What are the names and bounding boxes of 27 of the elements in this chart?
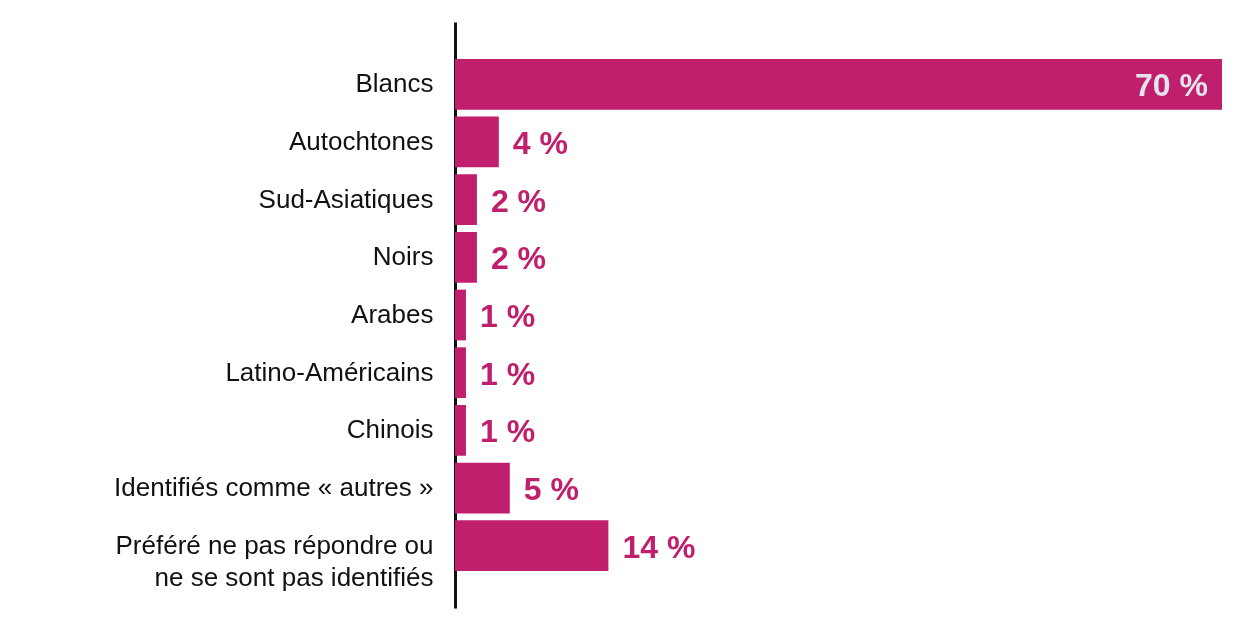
data-label: 2 % xyxy=(490,182,547,219)
bar xyxy=(455,289,466,341)
y-tick-label: Noirs xyxy=(372,241,434,272)
bar xyxy=(455,520,609,572)
bar xyxy=(455,347,466,399)
bar xyxy=(455,462,510,514)
bar xyxy=(455,231,477,283)
data-label: 1 % xyxy=(479,413,536,450)
y-tick-label: Chinois xyxy=(346,414,434,445)
data-label: 4 % xyxy=(512,124,568,161)
data-label: 1 % xyxy=(479,298,536,334)
bar xyxy=(455,116,499,168)
bar xyxy=(455,174,477,226)
bar xyxy=(455,404,466,456)
y-tick-label: Identifiés comme « autres » xyxy=(114,472,434,503)
y-tick-label: Autochtones xyxy=(288,125,434,156)
data-label: 14 % xyxy=(622,528,696,565)
bar xyxy=(455,58,1222,110)
y-tick-label: Sud-Asiatiques xyxy=(258,183,434,214)
y-tick-label: Préféré ne pas répondre ou ne se sont pas identifiés xyxy=(115,529,434,592)
data-label: 1 % xyxy=(479,355,536,392)
data-label: 5 % xyxy=(523,471,579,508)
data-label: 2 % xyxy=(490,240,547,277)
y-tick-label: Latino-Américains xyxy=(225,356,434,387)
data-label: 70 % xyxy=(1135,67,1208,104)
y-tick-label: Blancs xyxy=(355,68,434,99)
y-tick-label: Arabes xyxy=(351,299,434,329)
